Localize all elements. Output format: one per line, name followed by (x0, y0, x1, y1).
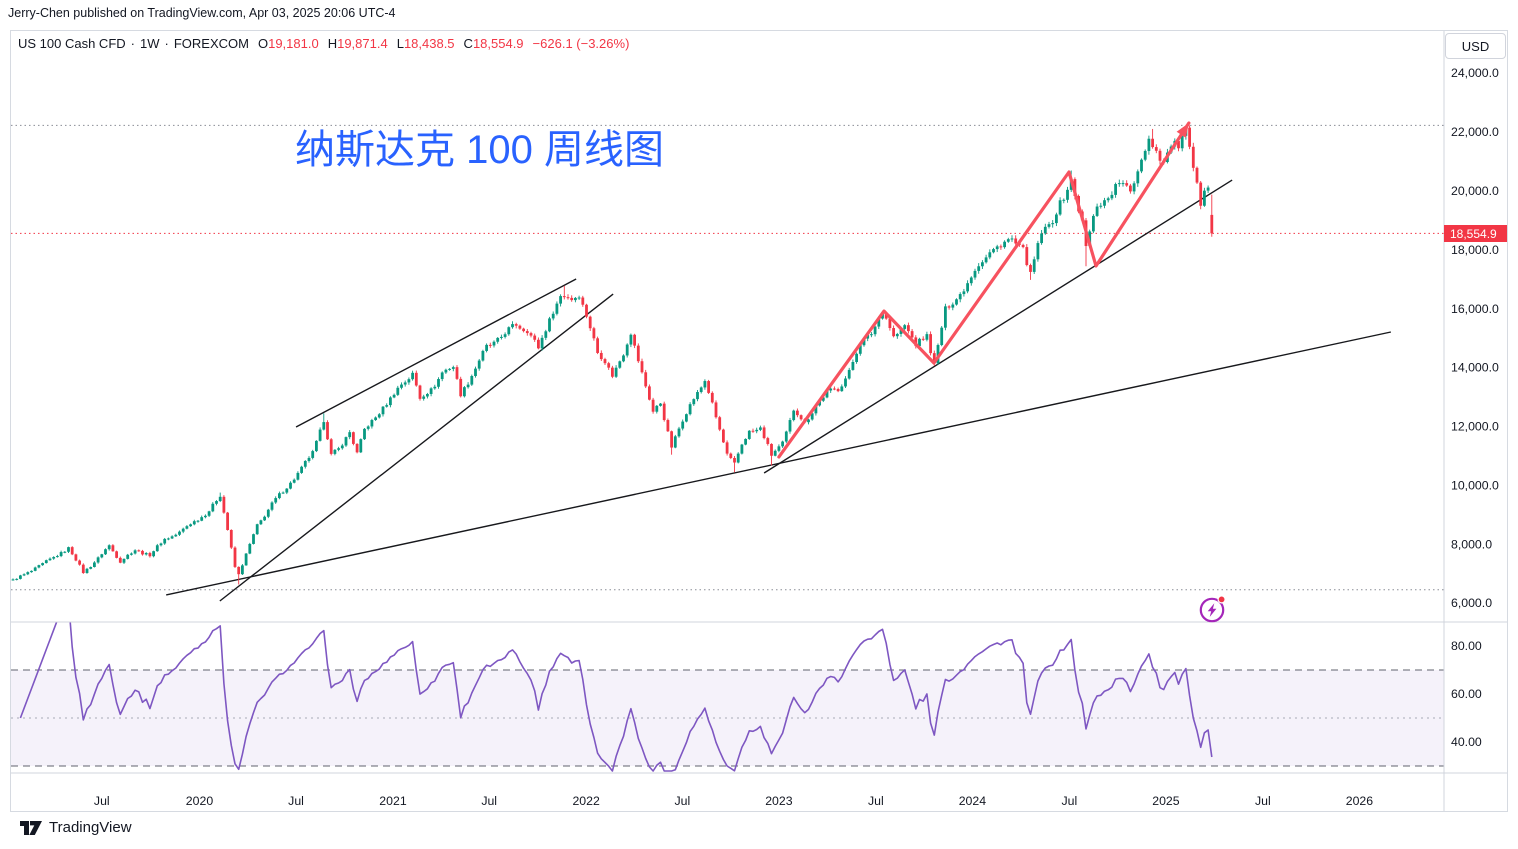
low-value: 18,438.5 (403, 36, 455, 51)
flash-icon[interactable] (1199, 595, 1226, 623)
time-tick: 2024 (959, 794, 987, 808)
price-tick: 22,000.0 (1451, 125, 1499, 139)
rsi-pane[interactable] (11, 600, 1452, 772)
legend-separator: · (130, 36, 135, 51)
time-tick: 2020 (186, 794, 214, 808)
price-axis[interactable]: 24,000.0 22,000.0 20,000.0 18,000.0 16,000.0… (1451, 66, 1499, 749)
time-axis[interactable]: Jul 2020 Jul 2021 Jul 2022 Jul 2023 Jul 2024 Jul 20… (94, 794, 1373, 808)
symbol-name[interactable]: US 100 Cash CFD (18, 36, 126, 51)
time-tick: Jul (1255, 794, 1271, 808)
time-tick: Jul (674, 794, 690, 808)
open-label: O (257, 36, 269, 51)
time-tick: Jul (1061, 794, 1077, 808)
uptrend-2023-line[interactable] (763, 179, 1233, 474)
low-label: L (396, 36, 404, 51)
time-tick: Jul (868, 794, 884, 808)
rsi-tick: 40.00 (1451, 735, 1482, 749)
rsi-tick: 80.00 (1451, 639, 1482, 653)
time-tick: Jul (288, 794, 304, 808)
candles (11, 125, 1214, 585)
price-tick: 14,000.0 (1451, 361, 1499, 375)
currency-button[interactable]: USD (1445, 33, 1506, 59)
price-tick: 18,000.0 (1451, 243, 1499, 257)
chart-title: 纳斯达克 100 周线图 (295, 128, 664, 172)
price-tick: 8,000.0 (1451, 537, 1492, 551)
price-tick: 12,000.0 (1451, 420, 1499, 434)
price-tick: 10,000.0 (1451, 478, 1499, 492)
tradingview-logo-text: TradingView (49, 819, 132, 836)
chart-frame: 24,000.0 22,000.0 20,000.0 18,000.0 16,000.0… (10, 30, 1508, 812)
open-value: 19,181.0 (268, 36, 319, 51)
price-tick: 16,000.0 (1451, 302, 1499, 316)
price-tick: 24,000.0 (1451, 66, 1499, 80)
upper-channel-line[interactable] (295, 278, 577, 428)
tradingview-logo[interactable]: TradingView (20, 819, 132, 836)
high-label: H (327, 36, 338, 51)
exchange-name: FOREXCOM (173, 36, 249, 51)
rsi-line[interactable] (19, 600, 1213, 772)
price-tick: 6,000.0 (1451, 596, 1492, 610)
time-tick: Jul (94, 794, 110, 808)
close-label: C (463, 36, 473, 51)
time-tick: 2022 (572, 794, 600, 808)
legend-separator: · (164, 36, 169, 51)
price-pane[interactable] (11, 121, 1452, 602)
lower-channel-line[interactable] (219, 293, 614, 602)
timeframe[interactable]: 1W (140, 36, 160, 51)
time-tick: 2026 (1346, 794, 1374, 808)
lightning-glyph (1207, 603, 1217, 617)
time-tick: Jul (481, 794, 497, 808)
notification-dot (1217, 595, 1226, 604)
symbol-legend: US 100 Cash CFD · 1W · FOREXCOM O19,181.0 H19,… (18, 36, 629, 51)
close-value: 18,554.9 (472, 36, 524, 51)
time-tick: 2021 (379, 794, 407, 808)
time-tick: 2023 (765, 794, 793, 808)
attribution-text: Jerry-Chen published on TradingView.com,… (8, 6, 396, 20)
last-price-badge: 18,554.9 (1444, 225, 1507, 242)
high-value: 19,871.4 (337, 36, 388, 51)
chart-canvas[interactable]: 24,000.0 22,000.0 20,000.0 18,000.0 16,000.0… (11, 31, 1507, 811)
change-value: −626.1 (−3.26%) (532, 36, 630, 51)
rsi-tick: 60.00 (1451, 687, 1482, 701)
impulse-wave-arrow[interactable] (777, 121, 1191, 459)
axes-layer: 24,000.0 22,000.0 20,000.0 18,000.0 16,000.0… (11, 31, 1507, 811)
arrowhead (1176, 123, 1189, 138)
tradingview-logo-icon (20, 820, 42, 835)
time-tick: 2025 (1152, 794, 1180, 808)
price-tick: 20,000.0 (1451, 184, 1499, 198)
